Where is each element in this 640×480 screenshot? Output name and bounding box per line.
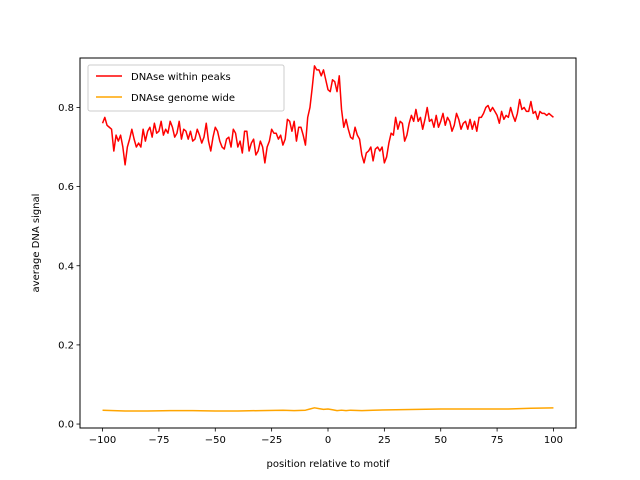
plot-area — [79, 57, 577, 429]
legend-label-0: DNAse within peaks — [131, 72, 231, 83]
x-tick-label: −50 — [205, 435, 226, 446]
x-tick-label: −75 — [148, 435, 169, 446]
y-axis-label: average DNA signal — [31, 194, 42, 293]
y-tick-label: 0.2 — [58, 340, 74, 351]
x-axis-label: position relative to motif — [267, 459, 390, 470]
legend: DNAse within peaks DNAse genome wide — [87, 64, 285, 112]
x-tick-label: 100 — [544, 435, 563, 446]
series-layer — [101, 65, 554, 412]
y-tick-label: 0.4 — [58, 261, 74, 272]
x-axis: −100 −75 −50 −25 0 25 50 75 100 — [89, 428, 563, 446]
legend-label-1: DNAse genome wide — [131, 93, 235, 104]
x-tick-label: −100 — [89, 435, 116, 446]
x-tick-label: 25 — [378, 435, 391, 446]
x-tick-label: −25 — [261, 435, 282, 446]
y-tick-label: 0.8 — [58, 103, 74, 114]
series-line-0 — [101, 65, 554, 166]
y-tick-label: 0.6 — [58, 182, 74, 193]
y-tick-label: 0.0 — [58, 420, 74, 431]
y-axis: 0.0 0.2 0.4 0.6 0.8 — [58, 103, 80, 431]
legend-box — [87, 64, 285, 112]
x-tick-label: 0 — [325, 435, 331, 446]
series-line-1 — [102, 407, 554, 412]
x-tick-label: 75 — [491, 435, 504, 446]
x-tick-label: 50 — [434, 435, 447, 446]
